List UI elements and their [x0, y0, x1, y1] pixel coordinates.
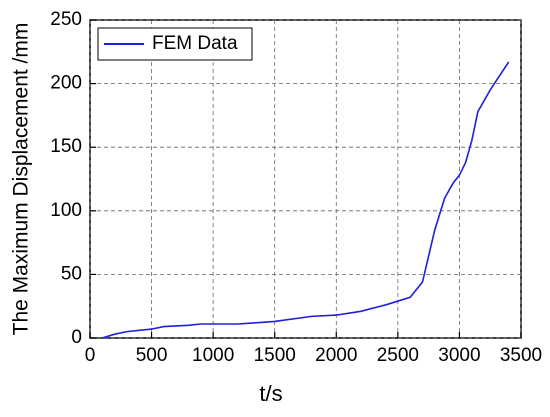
x-tick-label: 1000	[192, 345, 234, 366]
y-tick-label: 200	[50, 73, 82, 94]
plot-frame	[89, 19, 522, 339]
y-tick-label: 0	[71, 327, 82, 348]
x-tick-label: 500	[136, 345, 168, 366]
x-tick-label: 3000	[438, 345, 480, 366]
data-line	[102, 61, 510, 339]
legend-label: FEM Data	[152, 33, 238, 54]
x-axis-label: t/s	[259, 381, 282, 406]
x-tick-label: 0	[85, 345, 96, 366]
y-tick-label: 150	[50, 136, 82, 157]
x-tick-label: 2000	[315, 345, 357, 366]
y-tick-label: 250	[50, 9, 82, 30]
x-tick-label: 1500	[254, 345, 296, 366]
y-tick-label: 50	[61, 263, 82, 284]
y-axis-label: The Maximum Displacement /mm	[10, 23, 33, 336]
x-tick-label: 3500	[500, 345, 542, 366]
y-tick-label: 100	[50, 200, 82, 221]
x-tick-label: 2500	[377, 345, 419, 366]
